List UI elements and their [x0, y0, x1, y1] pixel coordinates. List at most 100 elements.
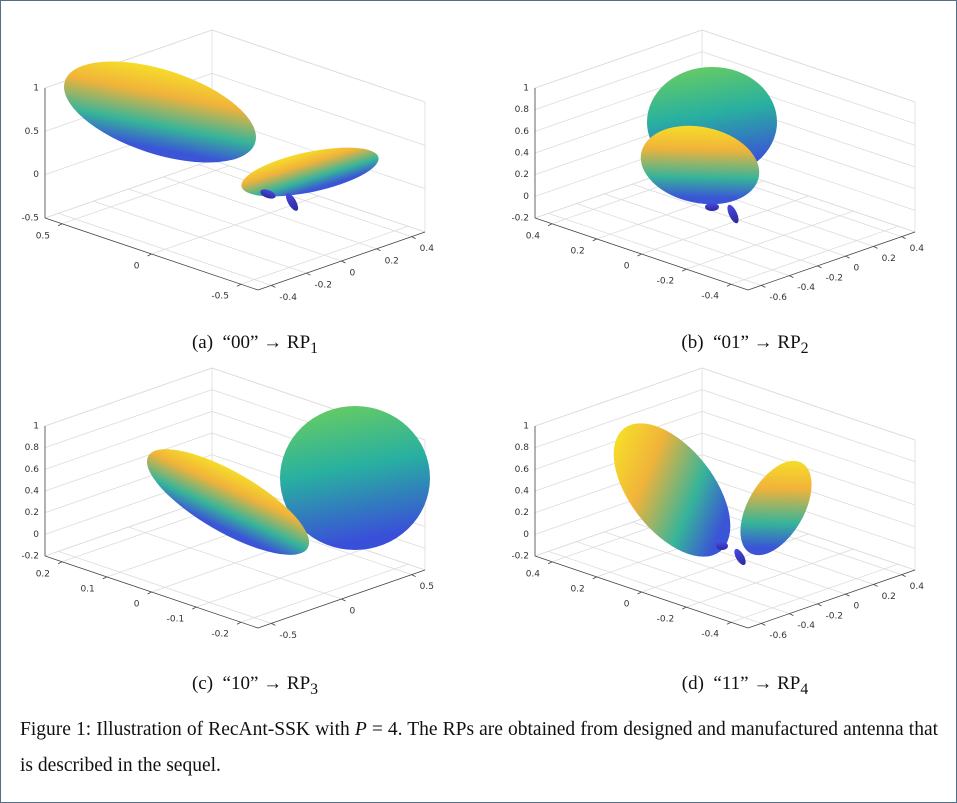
x-tick-label: 0.4: [420, 244, 435, 254]
z-tick-label: 0.2: [515, 170, 529, 180]
x-tick-label: 0.5: [420, 582, 434, 592]
panel-caption: (c) “10” → RP3: [55, 673, 455, 699]
x-tick-label: -0.2: [825, 611, 843, 621]
radiation-lobe: [260, 189, 276, 199]
caption-text: “00” → RP: [222, 332, 311, 353]
grid-line: [44, 367, 213, 427]
grid-line: [604, 531, 818, 605]
grid-line: [163, 176, 377, 250]
grid-line: [44, 432, 213, 492]
radiation-lobe: [241, 147, 379, 197]
tick-mark: [236, 621, 242, 625]
tick-mark: [376, 248, 381, 252]
axis-line: [747, 231, 916, 291]
z-tick-label: -0.2: [511, 552, 529, 562]
x-tick-label: -0.2: [825, 273, 843, 283]
y-tick-label: 0.2: [36, 569, 50, 579]
x-tick-label: -0.4: [797, 621, 815, 631]
tick-mark: [726, 283, 732, 287]
tick-mark: [901, 574, 906, 577]
tick-mark: [682, 268, 687, 272]
grid-line: [58, 212, 272, 286]
grid-line: [211, 72, 426, 146]
grid-line: [128, 526, 342, 600]
z-tick-label: 0: [33, 170, 39, 180]
caption-text: “10” → RP: [222, 673, 311, 694]
panel-plot: 1 0.8 0.6 0.4 0.2 0 -0.2 0.4 0.2 0 -0.2 -0.4 -0.6 -0.…: [511, 29, 925, 303]
z-tick-label: 0.2: [515, 508, 529, 518]
tick-mark: [192, 606, 197, 610]
plots: 1 0.5 0 -0.5 0.5 0 -0.5 -0.4 -0.2 0 0.2 0.4 1 0.8 0.6 0…: [21, 29, 925, 641]
x-tick-label: 0.4: [910, 244, 925, 254]
tick-mark: [592, 238, 597, 242]
x-tick-label: -0.5: [279, 631, 297, 641]
grid-line: [686, 210, 854, 270]
z-tick-label: 0: [33, 530, 39, 540]
radiation-lobe: [146, 449, 310, 555]
grid-line: [701, 475, 916, 549]
tick-mark: [873, 584, 878, 587]
axis-line: [44, 555, 259, 629]
z-tick-label: 0.8: [515, 443, 530, 453]
x-tick-label: 0: [854, 602, 860, 612]
tick-mark: [57, 223, 63, 227]
grid-line: [730, 225, 899, 285]
tick-mark: [873, 246, 878, 249]
z-tick-label: 0.6: [25, 465, 40, 475]
radiation-lobe: [705, 203, 719, 211]
z-tick-label: 0.8: [25, 443, 40, 453]
tick-mark: [817, 265, 822, 269]
caption-label: (d): [681, 673, 704, 694]
grid-line: [44, 410, 213, 470]
z-tick-label: -0.2: [511, 214, 529, 224]
grid-line: [198, 164, 412, 238]
radiation-lobe: [740, 460, 812, 556]
y-tick-label: -0.4: [701, 292, 719, 302]
panel-caption: (a) “00” → RP1: [55, 332, 455, 358]
caption-text: “11” → RP: [713, 673, 801, 694]
x-tick-label: 0.2: [385, 256, 399, 266]
caption-label: (a): [191, 332, 214, 353]
y-tick-label: -0.4: [701, 630, 719, 640]
x-tick-label: -0.4: [797, 283, 815, 293]
y-tick-label: -0.2: [211, 630, 229, 640]
panel-plot: 1 0.8 0.6 0.4 0.2 0 -0.2 0.2 0.1 0 -0.1 -0.2 -0.5 0 0.…: [21, 367, 434, 641]
tick-mark: [789, 275, 794, 278]
grid-line: [701, 367, 916, 441]
grid-line: [44, 389, 213, 449]
x-tick-label: 0: [854, 264, 860, 274]
radiation-lobe: [280, 406, 430, 550]
grid-line: [576, 541, 790, 614]
y-tick-label: 0.1: [80, 584, 94, 594]
y-tick-label: -0.5: [211, 292, 229, 302]
y-tick-label: -0.2: [657, 615, 675, 625]
z-tick-label: 0: [523, 192, 529, 202]
x-tick-label: 0.4: [910, 582, 925, 592]
grid-line: [534, 51, 703, 111]
axis-line: [44, 217, 259, 291]
x-tick-label: -0.6: [769, 631, 787, 641]
panel-plot: 1 0.8 0.6 0.4 0.2 0 -0.2 0.4 0.2 0 -0.2 -0.4 -0.6 -0.…: [511, 367, 925, 641]
caption-subscript: 2: [800, 339, 809, 357]
grid-line: [128, 188, 342, 262]
y-tick-label: 0.4: [526, 569, 541, 579]
radiation-lobe: [734, 548, 746, 566]
grid-line: [632, 183, 846, 257]
caption-subscript: 3: [310, 680, 319, 698]
y-tick-label: -0.2: [657, 277, 675, 287]
tick-mark: [637, 253, 642, 257]
grid-line: [701, 29, 916, 103]
tick-mark: [411, 236, 416, 239]
y-tick-label: 0.5: [36, 231, 50, 241]
tick-mark: [637, 591, 642, 595]
panel-caption: (d) “11” → RP4: [545, 673, 945, 699]
tick-mark: [761, 285, 766, 288]
grid-line: [576, 203, 790, 276]
tick-mark: [147, 591, 152, 595]
z-tick-label: 0.4: [515, 149, 530, 159]
caption-prefix: Figure 1:: [20, 719, 92, 740]
grid-line: [58, 550, 272, 624]
tick-mark: [102, 576, 107, 580]
caption-text: “01” → RP: [713, 332, 801, 353]
